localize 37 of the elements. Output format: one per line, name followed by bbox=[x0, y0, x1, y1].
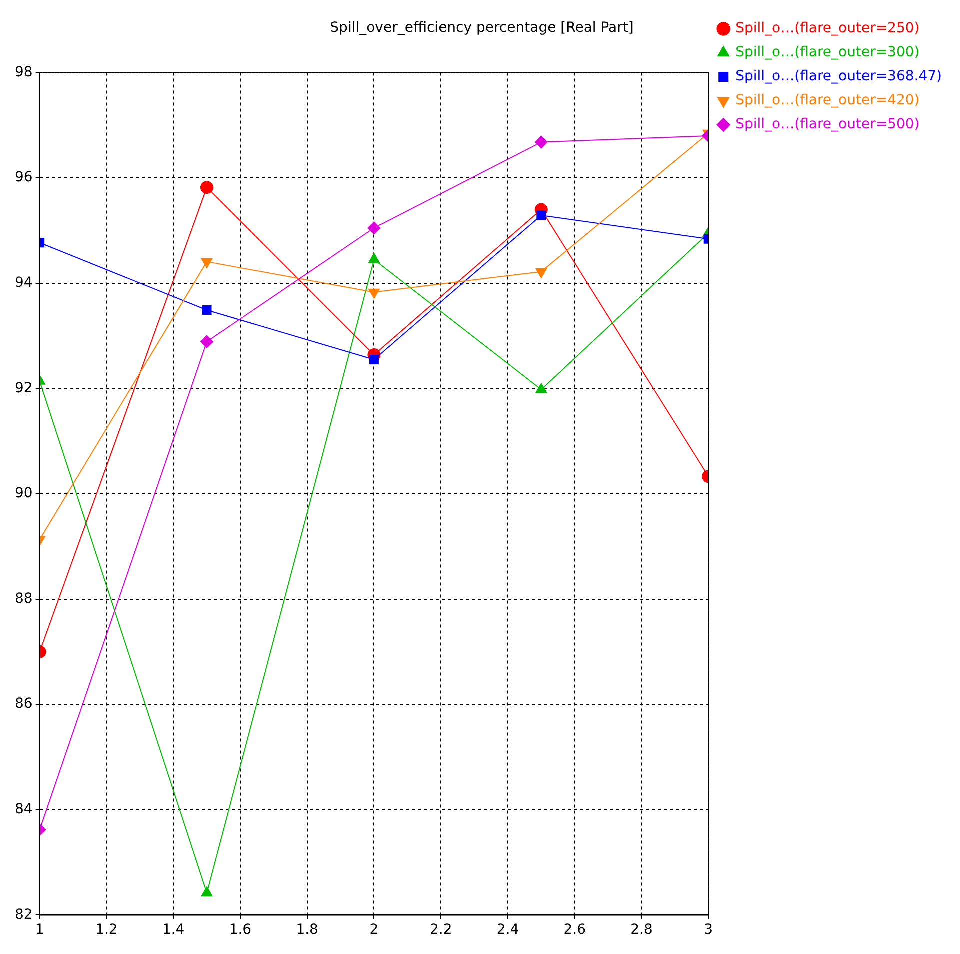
point bbox=[368, 222, 381, 235]
legend-label: Spill_o…(flare_outer=300) bbox=[736, 44, 920, 61]
chart-title: Spill_over_efficiency percentage [Real Part] bbox=[330, 20, 634, 36]
y-tick-label: 88 bbox=[14, 590, 33, 607]
point bbox=[368, 288, 380, 299]
y-tick-label: 86 bbox=[14, 696, 33, 712]
x-tick-label: 1.2 bbox=[96, 922, 118, 938]
x-tick-label: 1.8 bbox=[296, 922, 318, 938]
legend-label: Spill_o…(flare_outer=500) bbox=[736, 116, 920, 133]
point bbox=[369, 355, 379, 364]
x-tick-label: 2.6 bbox=[564, 922, 586, 938]
x-tick-label: 1.4 bbox=[162, 922, 185, 938]
x-tick-label: 3 bbox=[704, 922, 714, 938]
y-tick-label: 98 bbox=[14, 64, 33, 80]
y-tick-label: 96 bbox=[14, 170, 33, 186]
point bbox=[536, 268, 548, 278]
y-tick-label: 92 bbox=[14, 380, 33, 396]
x-tick-label: 2 bbox=[370, 922, 379, 938]
x-tick-label: 2.8 bbox=[630, 922, 653, 938]
y-tick-label: 82 bbox=[14, 906, 33, 923]
point bbox=[201, 886, 213, 897]
point bbox=[534, 136, 548, 149]
legend-label: Spill_o…(flare_outer=420) bbox=[736, 92, 920, 109]
point bbox=[200, 181, 214, 194]
legend-label: Spill_o…(flare_outer=368.47) bbox=[736, 68, 942, 85]
x-tick-label: 1 bbox=[35, 922, 44, 938]
y-tick-label: 84 bbox=[14, 802, 33, 818]
x-tick-label: 2.2 bbox=[430, 922, 452, 938]
point bbox=[200, 335, 214, 348]
point bbox=[202, 306, 212, 315]
x-tick-label: 1.6 bbox=[229, 922, 252, 938]
legend-label: Spill_o…(flare_outer=250) bbox=[736, 20, 920, 37]
point bbox=[536, 210, 546, 220]
point bbox=[201, 258, 213, 268]
y-tick-label: 90 bbox=[14, 486, 33, 502]
x-tick-label: 2.4 bbox=[496, 922, 520, 938]
y-tick-label: 94 bbox=[14, 275, 33, 292]
